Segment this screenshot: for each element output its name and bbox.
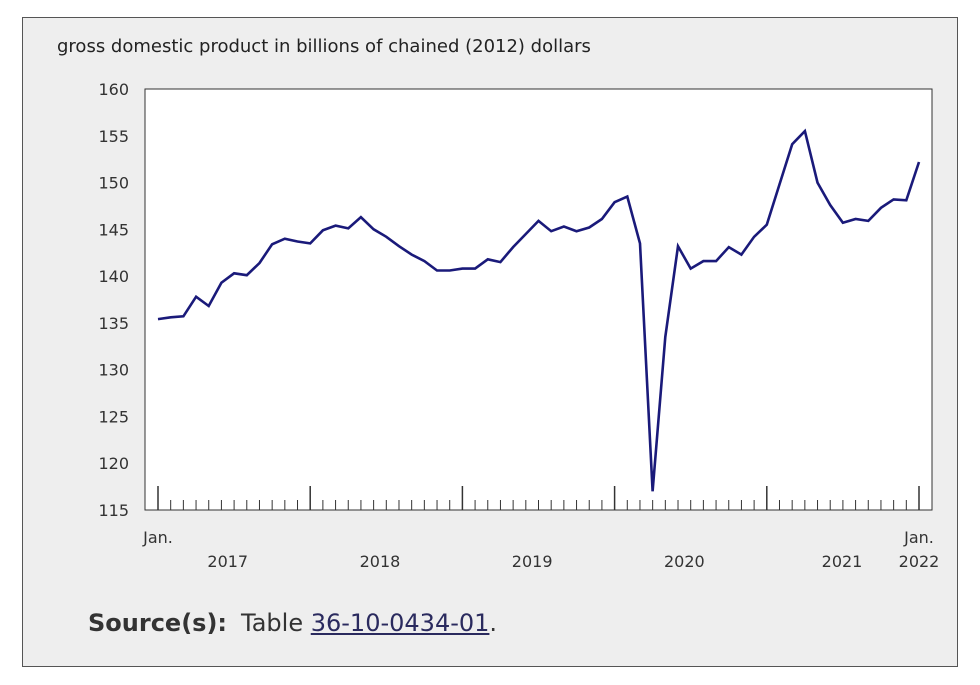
y-tick-label: 160 xyxy=(98,80,129,99)
source-table-link[interactable]: 36-10-0434-01 xyxy=(310,609,490,637)
y-tick-label: 150 xyxy=(98,174,129,193)
source-label: Source(s): xyxy=(88,609,228,637)
x-month-label: Jan. xyxy=(903,528,934,547)
y-tick-label: 130 xyxy=(98,361,129,380)
x-year-label: 2021 xyxy=(822,552,863,571)
y-tick-label: 140 xyxy=(98,267,129,286)
y-tick-label: 135 xyxy=(98,314,129,333)
y-tick-label: 115 xyxy=(98,501,129,520)
x-year-label: 2017 xyxy=(207,552,248,571)
source-text: Table xyxy=(241,609,311,637)
x-year-label: 2019 xyxy=(512,552,553,571)
y-tick-label: 120 xyxy=(98,454,129,473)
x-year-label: 2022 xyxy=(899,552,940,571)
x-year-label: 2018 xyxy=(360,552,401,571)
source-note: Source(s): Table 36-10-0434-01. xyxy=(88,609,497,637)
y-tick-label: 145 xyxy=(98,220,129,239)
x-month-label: Jan. xyxy=(142,528,173,547)
source-suffix: . xyxy=(489,609,498,637)
y-tick-label: 155 xyxy=(98,127,129,146)
y-tick-label: 125 xyxy=(98,407,129,426)
plot-area xyxy=(144,88,933,511)
x-year-label: 2020 xyxy=(664,552,705,571)
y-axis-label: gross domestic product in billions of ch… xyxy=(57,36,591,57)
